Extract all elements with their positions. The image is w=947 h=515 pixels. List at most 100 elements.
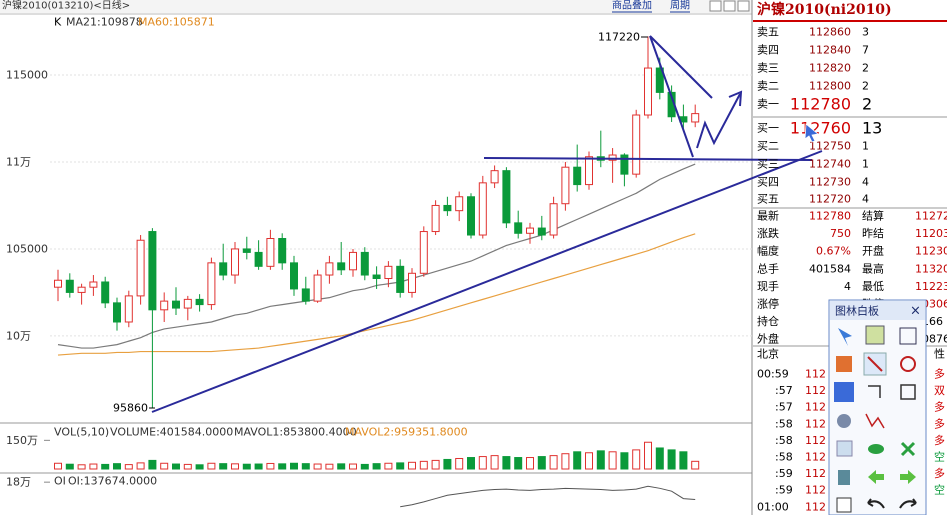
tool-icon[interactable]	[834, 382, 854, 402]
stat-name: 昨结	[862, 227, 884, 240]
tool-icon[interactable]	[868, 470, 884, 484]
tool-icon[interactable]	[836, 440, 853, 457]
tool-icon[interactable]	[867, 498, 885, 509]
book-name: 卖四	[757, 44, 779, 57]
tool-icon[interactable]	[836, 497, 852, 513]
candle-body	[549, 203, 558, 236]
volume-bar	[172, 463, 180, 470]
candle-body	[313, 274, 322, 302]
candle-body	[219, 262, 228, 276]
stat-name: 持仓	[757, 314, 779, 328]
toolbox-close[interactable]: ×	[910, 304, 921, 319]
volume-bar	[65, 463, 74, 470]
volume-bar	[349, 463, 357, 470]
volume-bar	[136, 462, 145, 470]
volume-bar	[655, 447, 664, 470]
menu-item[interactable]: 商品叠加	[612, 0, 652, 12]
tool-icon[interactable]	[838, 470, 850, 485]
book-price: 112840	[809, 44, 851, 57]
tool-icon[interactable]	[899, 498, 917, 509]
candle-body	[231, 248, 239, 276]
volume-bar	[254, 463, 263, 470]
tool-icon[interactable]	[868, 385, 881, 398]
tool-icon[interactable]	[900, 356, 916, 372]
y-tick-label: 11万	[6, 155, 31, 168]
candle-body	[585, 156, 593, 186]
tool-icon[interactable]	[900, 384, 916, 400]
top-bar	[0, 0, 752, 13]
book-price: 112780	[790, 95, 851, 114]
stat-value: 11272	[915, 210, 947, 223]
tool-icon[interactable]	[837, 414, 851, 428]
window-button[interactable]	[723, 0, 736, 12]
toolbox: 图林白板 ×	[828, 299, 927, 515]
volume-bar	[467, 457, 475, 470]
book-name: 卖三	[757, 62, 779, 75]
stat-value: 11320	[915, 262, 947, 275]
book-qty: 2	[862, 95, 872, 114]
tool-icon[interactable]	[868, 444, 884, 454]
candle-body	[526, 227, 534, 234]
tool-icon[interactable]	[867, 356, 883, 372]
stat-value: 11230	[915, 245, 947, 258]
tool-icon[interactable]	[899, 327, 917, 345]
candle-body	[278, 238, 287, 264]
stat-value: 11223	[915, 280, 947, 293]
trade-time: :58	[775, 417, 793, 430]
y-tick-label: 115000	[6, 69, 48, 82]
candle-body	[632, 114, 641, 175]
volume-bar	[632, 449, 641, 470]
cursor	[804, 123, 819, 143]
oi-line	[400, 485, 696, 508]
candle-body	[478, 182, 487, 236]
stat-value: 112780	[809, 210, 851, 223]
trade-time: :58	[775, 451, 793, 464]
ma-line	[57, 233, 696, 356]
trade-flag: 空	[934, 450, 945, 464]
menu-item[interactable]: 周期	[670, 0, 690, 12]
book-qty: 2	[862, 62, 869, 75]
trade-time: :59	[775, 484, 793, 497]
tool-icon[interactable]	[865, 325, 885, 345]
window-button[interactable]	[709, 0, 722, 12]
book-qty: 4	[862, 176, 869, 189]
candle-body	[561, 166, 570, 205]
book-name: 卖二	[757, 80, 779, 93]
book-price: 112720	[809, 193, 851, 206]
y-tick-label: 150万	[6, 434, 38, 447]
window-button[interactable]	[737, 0, 750, 12]
stat-name: 涨停	[757, 297, 779, 311]
trend-line	[649, 35, 713, 99]
tool-icon[interactable]	[838, 328, 852, 346]
trend-line	[649, 35, 694, 158]
trade-flag: 空	[934, 483, 945, 497]
stat-value: 0.67%	[816, 245, 851, 258]
book-price: 112820	[809, 62, 851, 75]
volume-bar	[124, 464, 133, 470]
tool-icon[interactable]	[865, 413, 885, 429]
tool-icon[interactable]	[900, 441, 916, 457]
volume-bar	[408, 461, 416, 470]
volume-bar	[219, 463, 228, 470]
candle-body	[266, 238, 275, 267]
candle-body	[290, 262, 298, 290]
volume-bar	[455, 457, 464, 470]
volume-label: VOLUME:401584.0000	[110, 426, 233, 439]
candle-body	[160, 300, 169, 311]
tool-icon[interactable]	[900, 470, 916, 484]
book-qty: 3	[862, 26, 869, 39]
book-name: 买二	[757, 140, 779, 153]
volume-bar	[183, 463, 192, 470]
trade-price: 112	[805, 368, 826, 381]
candle-body	[337, 262, 346, 271]
volume-bar	[691, 460, 700, 470]
tool-icon[interactable]	[836, 356, 852, 372]
candle-body	[172, 300, 180, 309]
candle-body	[514, 222, 523, 234]
stat-name: 最新	[757, 209, 779, 223]
trade-flag: 多	[934, 416, 945, 430]
low-label: 95860	[113, 402, 148, 415]
book-name: 买四	[757, 176, 779, 189]
